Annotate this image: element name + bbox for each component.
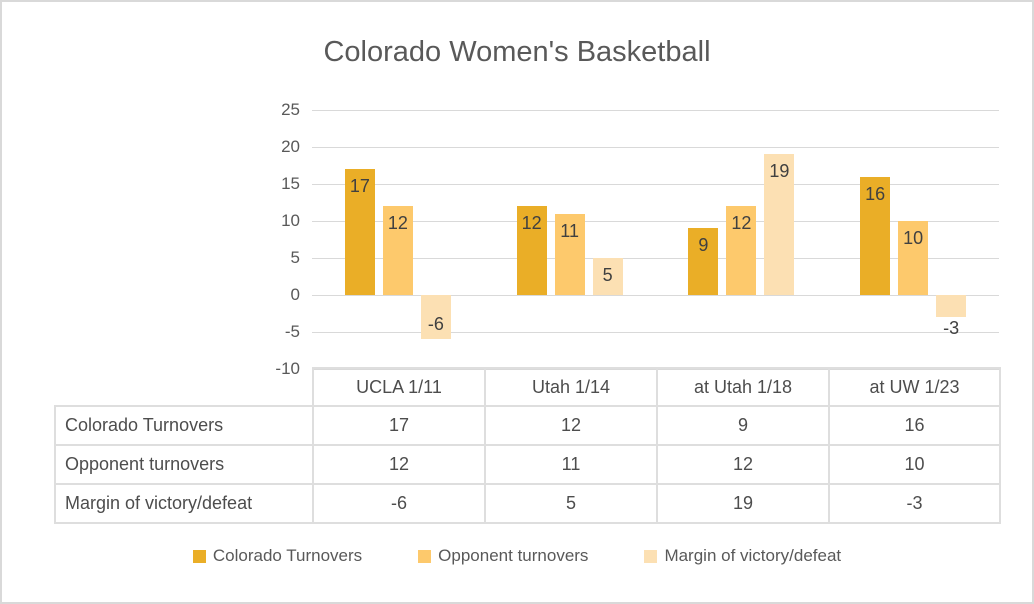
table-column-header-at-utah-1-18: at Utah 1/18 [656, 367, 830, 407]
bar-label-opponent-turnovers-at-utah-1-18: 12 [731, 213, 752, 234]
legend-swatch-opponent-turnovers [418, 549, 432, 563]
gridline-y-15 [312, 184, 999, 185]
table-column-header-utah-1-14: Utah 1/14 [484, 367, 658, 407]
bar-label-margin-of-victory-defeat-at-utah-1-18: 19 [769, 161, 790, 182]
legend-label-opponent-turnovers: Opponent turnovers [438, 546, 589, 565]
bar-colorado-turnovers-ucla-1-11: 17 [344, 169, 375, 295]
bar-opponent-turnovers-at-uw-1-23: 10 [898, 221, 929, 295]
bar-colorado-turnovers-at-utah-1-18: 9 [688, 228, 719, 295]
bar-label-colorado-turnovers-ucla-1-11: 17 [349, 176, 370, 197]
y-axis-tick-15: 15 [281, 174, 300, 193]
table-corner-cell [55, 368, 313, 406]
bar-margin-of-victory-defeat-at-uw-1-23: -3 [936, 295, 967, 338]
y-axis-tick--5: -5 [284, 322, 300, 341]
table-cell-opponent-turnovers-at-utah-1-18: 12 [656, 444, 830, 485]
y-axis-tick--10: -10 [275, 359, 300, 378]
table-cell-colorado-turnovers-ucla-1-11: 17 [312, 405, 486, 446]
bar-margin-of-victory-defeat-at-utah-1-18: 19 [764, 154, 795, 295]
legend-label-colorado-turnovers: Colorado Turnovers [212, 546, 363, 565]
gridline-y-10 [312, 221, 999, 222]
table-row-label-opponent-turnovers: Opponent turnovers [54, 444, 314, 485]
legend-swatch-colorado-turnovers [192, 549, 206, 563]
bar-opponent-turnovers-at-utah-1-18: 12 [726, 206, 757, 295]
gridline-y-25 [312, 110, 999, 111]
y-axis-tick-20: 20 [281, 137, 300, 156]
table-cell-colorado-turnovers-at-uw-1-23: 16 [828, 405, 1001, 446]
table-cell-colorado-turnovers-utah-1-14: 12 [484, 405, 658, 446]
bar-label-opponent-turnovers-ucla-1-11: 12 [387, 213, 408, 234]
table-cell-margin-of-victory-defeat-ucla-1-11: -6 [312, 483, 486, 524]
table-row-label-colorado-turnovers: Colorado Turnovers [54, 405, 314, 446]
bar-label-colorado-turnovers-at-utah-1-18: 9 [698, 235, 709, 256]
table-cell-opponent-turnovers-at-uw-1-23: 10 [828, 444, 1001, 485]
legend-item-colorado-turnovers: Colorado Turnovers [192, 546, 363, 566]
y-axis-tick-5: 5 [290, 248, 300, 267]
table-column-header-ucla-1-11: UCLA 1/11 [312, 367, 486, 407]
table-row-margin-of-victory-defeat: Margin of victory/defeat -6 5 19 -3 [54, 483, 1001, 524]
data-table: UCLA 1/11 Utah 1/14 at Utah 1/18 at UW 1/23… [54, 367, 1001, 524]
table-row-colorado-turnovers: Colorado Turnovers 17 12 9 16 [54, 405, 1001, 446]
table-row-opponent-turnovers: Opponent turnovers 12 11 12 10 [54, 444, 1001, 485]
bar-label-margin-of-victory-defeat-utah-1-14: 5 [602, 265, 613, 285]
bar-opponent-turnovers-ucla-1-11: 12 [382, 206, 413, 295]
y-axis-tick-25: 25 [281, 100, 300, 119]
legend-swatch-margin-of-victory-defeat [644, 549, 658, 563]
bar-margin-of-victory-defeat-ucla-1-11: -6 [420, 295, 451, 340]
gridline-y-0 [312, 295, 999, 296]
bar-label-opponent-turnovers-utah-1-14: 11 [560, 220, 579, 241]
table-cell-colorado-turnovers-at-utah-1-18: 9 [656, 405, 830, 446]
bar-label-colorado-turnovers-utah-1-14: 12 [521, 213, 542, 234]
bar-opponent-turnovers-utah-1-14: 11 [554, 213, 585, 295]
y-axis-tick-10: 10 [281, 211, 300, 230]
gridline-y-20 [312, 147, 999, 148]
gridline-y-5 [312, 258, 999, 259]
gridline-y--5 [312, 332, 999, 333]
bar-label-margin-of-victory-defeat-at-uw-1-23: -3 [943, 318, 960, 339]
chart-title: Colorado Women's Basketball [323, 36, 711, 68]
table-cell-opponent-turnovers-ucla-1-11: 12 [312, 444, 486, 485]
bar-label-opponent-turnovers-at-uw-1-23: 10 [903, 228, 924, 248]
y-axis-tick-0: 0 [290, 285, 300, 304]
legend-item-opponent-turnovers: Opponent turnovers [418, 546, 588, 566]
bar-margin-of-victory-defeat-utah-1-14: 5 [592, 258, 623, 295]
bar-label-colorado-turnovers-at-uw-1-23: 16 [865, 183, 886, 204]
table-cell-margin-of-victory-defeat-at-utah-1-18: 19 [656, 483, 830, 524]
chart-legend: Colorado Turnovers Opponent turnovers Marg… [2, 546, 1032, 566]
table-row-label-margin-of-victory-defeat: Margin of victory/defeat [54, 483, 314, 524]
bar-colorado-turnovers-at-uw-1-23: 16 [860, 176, 891, 295]
legend-item-margin-of-victory-defeat: Margin of victory/defeat [644, 546, 841, 566]
bar-colorado-turnovers-utah-1-14: 12 [516, 206, 547, 295]
table-cell-opponent-turnovers-utah-1-14: 11 [484, 444, 658, 485]
table-cell-margin-of-victory-defeat-at-uw-1-23: -3 [828, 483, 1001, 524]
table-column-header-at-uw-1-23: at UW 1/23 [828, 367, 1001, 407]
legend-label-margin-of-victory-defeat: Margin of victory/defeat [664, 546, 842, 565]
bar-label-margin-of-victory-defeat-ucla-1-11: -6 [427, 314, 444, 335]
table-cell-margin-of-victory-defeat-utah-1-14: 5 [484, 483, 658, 524]
